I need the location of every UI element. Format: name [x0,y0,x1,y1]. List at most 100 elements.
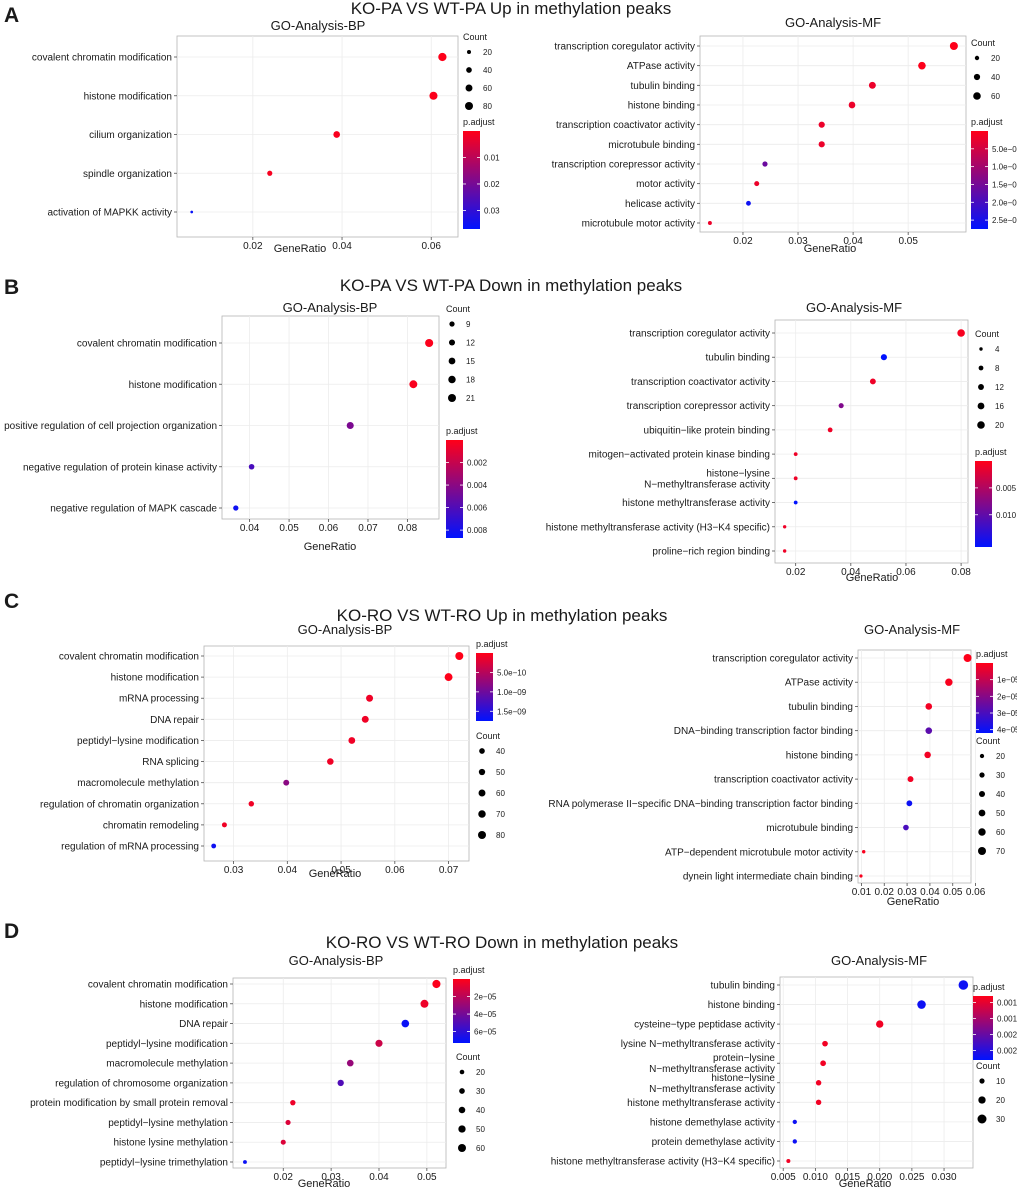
data-point [285,1119,291,1126]
chart-title: GO-Analysis-MF [785,15,881,30]
size-legend-dot [479,748,485,754]
chart-title: GO-Analysis-BP [271,18,366,33]
size-legend-dot [458,1144,466,1152]
size-legend-dot [978,384,984,390]
chart-title: GO-Analysis-BP [298,622,393,637]
data-point [409,380,418,389]
data-point [248,801,255,807]
y-category-label: macromolecule methylation [106,1059,228,1070]
size-legend-dot [978,790,986,798]
color-legend-label: 0.02 [484,180,500,189]
x-tick-label: 0.03 [788,236,808,247]
size-legend-dot [973,92,981,100]
plot-frame [221,315,440,520]
y-category-label: tubulin binding [631,81,696,92]
y-category-label: dynein light intermediate chain binding [683,872,853,883]
color-legend-label: 0.002 [467,459,488,468]
size-legend-dot [478,831,486,839]
y-category-label: peptidyl−lysine modification [106,1039,228,1050]
data-point [917,1000,926,1009]
y-category-label: histone methyltransferase activity (H3−K… [546,522,770,533]
y-category-label: histone binding [786,750,853,761]
data-point [243,1160,247,1164]
data-point [903,824,909,831]
size-legend-dot [467,50,471,54]
size-legend-label: 60 [476,1144,485,1153]
y-category-label: tubulin binding [789,702,854,713]
data-point [820,1060,826,1067]
size-legend-dot [465,102,473,110]
x-tick-label: 0.08 [951,567,971,578]
x-tick-label: 0.015 [835,1172,860,1183]
data-point [958,980,969,990]
chart-a-mf: GO-Analysis-MF 0.02 0.03 0.04 0.05 transcript… [552,15,1017,255]
x-tick-label: 0.02 [875,887,895,898]
color-legend-bar [463,131,480,229]
data-point [283,779,290,786]
size-legend-label: 40 [483,66,492,75]
x-tick-label: 0.05 [898,236,918,247]
color-legend-bar [976,663,993,733]
size-legend-label: 16 [995,402,1004,411]
color-legend-bar [446,440,463,538]
color-legend-label: 6e−05 [474,1028,497,1037]
data-point [906,800,913,807]
data-point [746,200,751,206]
data-point [859,874,863,878]
data-point [818,121,825,128]
y-category-label: peptidyl−lysine methylation [108,1118,228,1129]
data-point [880,354,887,361]
y-category-label: histone demethylase activity [650,1117,775,1128]
color-legend-label: 0.010 [996,511,1017,520]
y-category-label: cilium organization [89,130,172,141]
data-point [815,1080,822,1086]
y-category-label: macromolecule methylation [77,778,199,789]
size-legend-label: 30 [996,771,1005,780]
x-tick-label: 0.05 [943,887,963,898]
data-point [211,843,217,849]
size-legend-label: 9 [466,320,471,329]
data-point [280,1139,286,1145]
size-legend-dot [448,375,456,384]
size-legend-label: 60 [991,92,1000,101]
y-category-label: mRNA processing [119,694,199,705]
data-point [924,751,931,759]
chart-title: GO-Analysis-BP [283,300,378,315]
chart-title: GO-Analysis-MF [864,622,960,637]
color-legend-bar [971,131,988,229]
size-legend-title: Count [975,329,1000,339]
data-point [793,452,798,457]
size-legend-dot [478,810,486,818]
size-legend-dot [459,1069,465,1075]
panel-letter: D [4,920,19,943]
color-legend-bar [973,996,993,1060]
plot-frame [203,645,470,862]
y-category-label: regulation of chromosome organization [55,1078,228,1089]
data-point [333,131,340,138]
y-category-label: covalent chromatin modification [32,53,172,64]
y-category-label: protein modification by small protein re… [30,1098,228,1109]
data-point [793,476,798,481]
size-legend-title: Count [446,304,471,314]
data-point [375,1039,383,1047]
size-legend-dot [449,321,455,327]
size-legend-dot [979,1078,985,1084]
x-tick-label: 0.04 [843,236,863,247]
size-legend-dot [978,365,984,371]
y-category-label: DNA−binding transcription factor binding [674,726,853,737]
plot-frame [176,35,459,238]
y-category-label: histone−lysine [711,1073,775,1084]
data-point [754,181,760,187]
y-category-label: covalent chromatin modification [59,652,199,663]
data-point [963,654,972,662]
x-tick-label: 0.01 [852,887,872,898]
y-category-label: histone lysine methylation [113,1138,228,1149]
x-tick-label: 0.05 [331,865,351,876]
x-tick-label: 0.06 [896,567,916,578]
y-category-label: protein demethylase activity [652,1137,775,1148]
y-category-label: histone modification [140,999,228,1010]
x-tick-label: 0.020 [867,1172,892,1183]
y-category-label: ATPase activity [627,61,695,72]
data-point [868,81,876,89]
